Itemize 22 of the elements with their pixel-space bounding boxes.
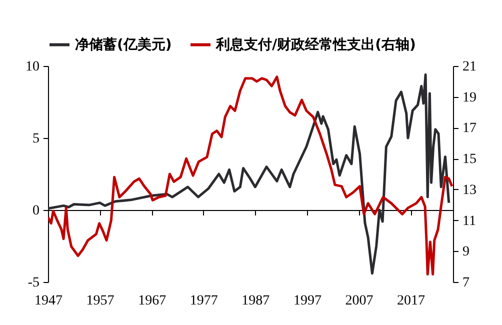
x-tick-label: 2007 xyxy=(345,294,374,308)
x-tick-label: 1967 xyxy=(138,294,166,308)
y2-tick-label: 9 xyxy=(462,244,470,260)
y2-tick-label: 11 xyxy=(462,214,476,229)
y2-tick-label: 17 xyxy=(462,121,476,136)
y2-tick-label: 21 xyxy=(462,60,476,74)
x-tick-label: 1957 xyxy=(86,294,114,308)
y-tick-label: 0 xyxy=(32,204,40,218)
y2-tick-label: 19 xyxy=(462,90,476,106)
y-tick-label: 10 xyxy=(26,60,40,74)
y2-tick-label: 15 xyxy=(462,152,476,168)
x-tick-label: 1997 xyxy=(293,294,322,308)
y-tick-label: -5 xyxy=(28,276,40,290)
y2-tick-label: 7 xyxy=(462,276,470,290)
legend-label: 净储蓄(亿美元) xyxy=(75,36,172,53)
x-tick-label: 1977 xyxy=(190,294,218,308)
y2-tick-label: 13 xyxy=(462,182,476,198)
legend-label: 利息支付/财政经常性支出(右轴) xyxy=(215,36,416,53)
x-tick-label: 1987 xyxy=(242,294,270,308)
x-tick-label: 2017 xyxy=(397,294,426,308)
x-tick-label: 1947 xyxy=(34,294,62,308)
y-tick-label: 5 xyxy=(32,132,40,146)
